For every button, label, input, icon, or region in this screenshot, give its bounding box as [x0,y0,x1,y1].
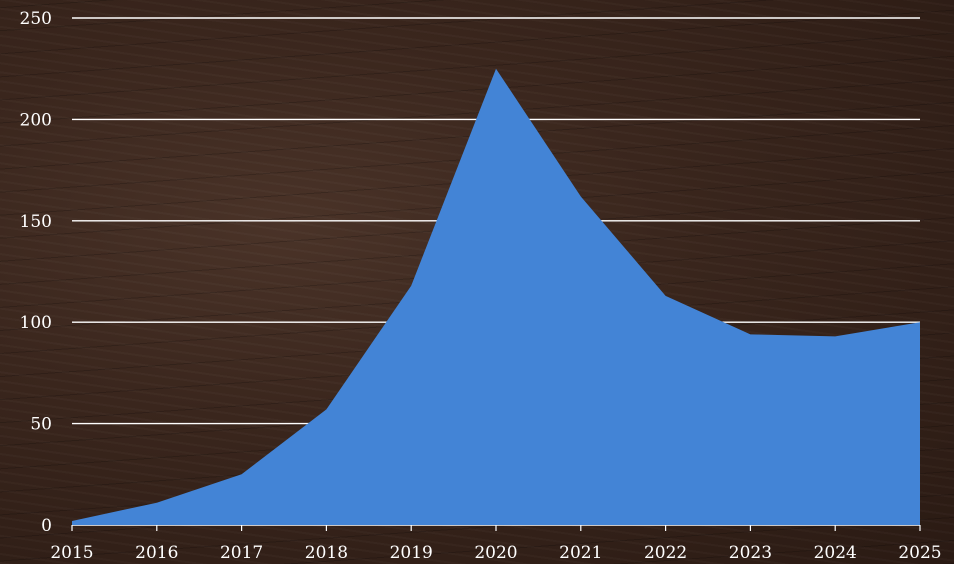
x-tick-label: 2016 [135,543,178,563]
x-tick-label: 2017 [220,543,263,563]
y-tick-label: 150 [20,212,52,232]
x-tick-label: 2015 [50,543,93,563]
x-tick-label: 2020 [474,543,517,563]
x-tick-label: 2025 [898,543,941,563]
y-tick-label: 100 [20,313,52,333]
x-tick-label: 2022 [644,543,687,563]
y-tick-label: 50 [30,415,52,435]
area-series [72,68,920,525]
y-tick-label: 0 [41,516,52,536]
y-axis-ticks: 0 50 100 150 200 250 [20,9,52,536]
x-tick-label: 2024 [814,543,857,563]
y-tick-label: 200 [20,110,52,130]
y-tick-label: 250 [20,9,52,29]
x-tick-label: 2019 [390,543,433,563]
x-tick-label: 2023 [729,543,772,563]
x-tick-label: 2018 [305,543,348,563]
x-tick-label: 2021 [559,543,602,563]
x-axis-ticks: 2015 2016 2017 2018 2019 2020 2021 2022 2023 2024… [50,525,942,563]
